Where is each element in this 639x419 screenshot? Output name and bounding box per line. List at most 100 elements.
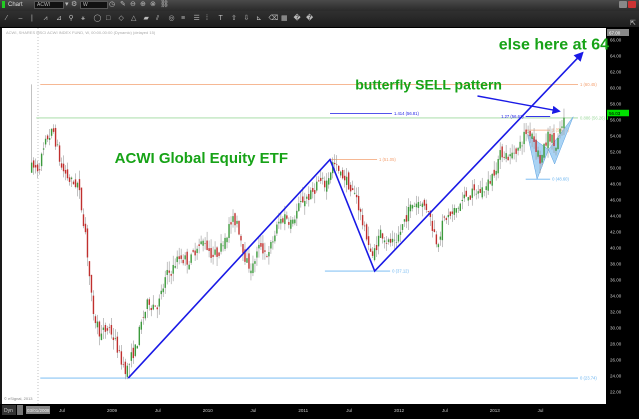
- x-tick-label: Jul: [538, 408, 544, 413]
- candle-body: [234, 213, 236, 226]
- text-icon[interactable]: ⁞: [206, 15, 208, 22]
- symbol-dropdown-icon[interactable]: ▾: [65, 1, 69, 8]
- candle-body: [541, 154, 543, 163]
- candle-body: [545, 142, 547, 146]
- x-tick-label: Jul: [251, 408, 257, 413]
- levels-icon[interactable]: ≡: [181, 15, 186, 22]
- candle-body: [501, 146, 503, 158]
- candle-body: [467, 197, 469, 201]
- candle-body: [304, 200, 306, 207]
- candle-body: [182, 259, 184, 264]
- line-tool-icon[interactable]: ⁄: [6, 15, 8, 22]
- y-tick-label: 24.00: [610, 374, 622, 379]
- bars-icon[interactable]: ☰: [193, 15, 200, 22]
- candle-body: [62, 163, 65, 172]
- candle-body: [288, 221, 290, 225]
- candle-body: [473, 184, 475, 191]
- candle-body: [230, 222, 232, 225]
- fib-level-label: 0 (23.74): [580, 376, 597, 381]
- candle-body: [296, 210, 298, 219]
- candle-body: [509, 154, 511, 157]
- zoom-out-icon[interactable]: ⊖: [130, 1, 136, 8]
- reset-icon[interactable]: ⊗: [150, 1, 156, 8]
- horizontal-line-icon[interactable]: –: [18, 15, 23, 22]
- price-axis[interactable]: [606, 28, 639, 404]
- measure-icon[interactable]: ⇩: [243, 15, 250, 22]
- interval-select[interactable]: W: [80, 1, 108, 9]
- candle-body: [481, 187, 483, 198]
- ellipse-icon[interactable]: ◯: [93, 15, 102, 22]
- candle-body: [144, 311, 146, 319]
- candle-body: [523, 131, 525, 145]
- candle-body: [447, 214, 450, 218]
- y-top-label: 67.00: [609, 31, 621, 36]
- plot-area[interactable]: [2, 28, 606, 404]
- candle-body: [42, 148, 45, 150]
- pencil-icon[interactable]: ✎: [120, 1, 126, 8]
- comment-icon[interactable]: �: [293, 15, 301, 22]
- restore-button[interactable]: [619, 1, 627, 8]
- y-tick-label: 46.00: [610, 198, 622, 203]
- brush-icon[interactable]: ▰: [143, 15, 149, 22]
- y-tick-label: 30.00: [610, 326, 622, 331]
- candle-body: [393, 239, 396, 241]
- candle-body: [40, 153, 43, 167]
- x-tick-label: 2011: [298, 408, 308, 413]
- trend-icon[interactable]: ⩘: [43, 15, 48, 22]
- candle-body: [483, 191, 485, 193]
- candle-body: [166, 269, 168, 275]
- candle-body: [521, 145, 523, 147]
- candle-body: [228, 224, 230, 238]
- candle-body: [116, 336, 119, 353]
- candle-body: [549, 133, 551, 142]
- candle-body: [513, 152, 515, 154]
- channel-icon[interactable]: ⫽: [156, 15, 160, 22]
- pencil-icon[interactable]: ◇: [118, 15, 124, 22]
- time-axis[interactable]: [0, 404, 639, 419]
- start-date-label: 03/01/2008: [27, 408, 50, 413]
- fib-icon[interactable]: ⊿: [56, 15, 62, 22]
- lock-icon[interactable]: ▦: [281, 15, 288, 22]
- mode-toggle: [17, 405, 23, 415]
- candle-body: [204, 243, 206, 244]
- fib-level-label: 1 (60.45): [580, 82, 597, 87]
- link-icon[interactable]: ⛓: [160, 1, 169, 8]
- arrow-down-icon[interactable]: ⇧: [231, 15, 237, 22]
- symbol-input[interactable]: ACWI: [34, 1, 64, 9]
- candle-body: [395, 242, 398, 243]
- eraser-icon[interactable]: ⊾: [256, 15, 262, 22]
- rectangle-icon[interactable]: □: [106, 15, 111, 22]
- vertical-line-icon[interactable]: |: [31, 15, 33, 22]
- candle-body: [465, 190, 467, 197]
- triangle-icon[interactable]: △: [131, 15, 137, 22]
- y-tick-label: 22.00: [610, 390, 622, 395]
- y-tick-label: 44.00: [610, 214, 622, 219]
- candle-body: [60, 163, 63, 168]
- close-button[interactable]: [628, 1, 636, 8]
- candle-body: [174, 266, 176, 268]
- candle-body: [74, 179, 77, 188]
- candle-body: [150, 307, 152, 311]
- gann-icon[interactable]: ⚹: [81, 15, 86, 22]
- candle-body: [208, 248, 210, 251]
- candle-body: [180, 255, 182, 259]
- u-icon[interactable]: �: [306, 15, 314, 22]
- candle-body: [258, 244, 260, 249]
- candle-body: [132, 347, 135, 359]
- y-tick-label: 48.00: [610, 182, 622, 187]
- candle-body: [164, 277, 166, 288]
- candle-body: [190, 254, 192, 263]
- candle-body: [411, 205, 414, 209]
- candle-body: [312, 187, 314, 192]
- pitchfork-icon[interactable]: ⚲: [68, 15, 74, 22]
- candle-body: [359, 209, 362, 212]
- zoom-in-icon[interactable]: ⊕: [140, 1, 146, 8]
- clock-icon[interactable]: ◷: [109, 1, 116, 8]
- settings-icon[interactable]: ⚙: [71, 1, 78, 8]
- arrow-up-icon[interactable]: T: [218, 15, 223, 22]
- fib-level-label: 0 (37.12): [392, 269, 409, 274]
- grid-icon[interactable]: ⌫: [268, 15, 279, 22]
- cycle-icon[interactable]: ◎: [168, 15, 175, 22]
- annotation-text: butterfly SELL pattern: [355, 77, 502, 93]
